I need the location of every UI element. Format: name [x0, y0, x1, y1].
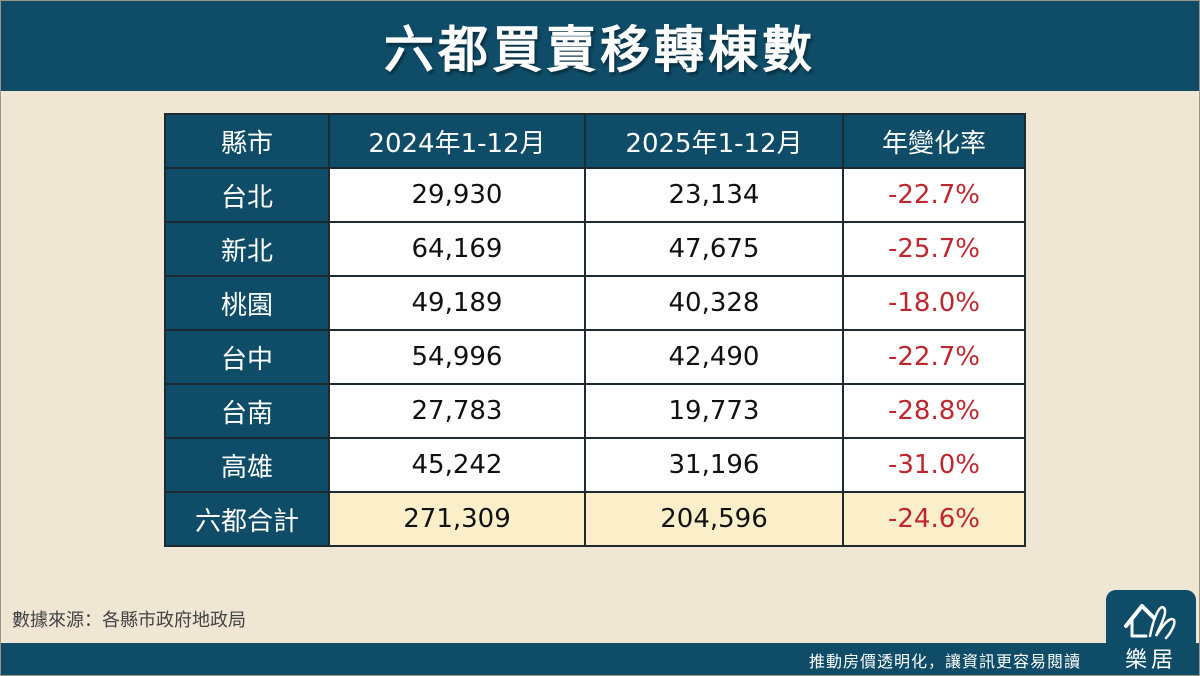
title-banner: 六都買賣移轉棟數: [1, 1, 1199, 91]
city-cell: 台中: [164, 329, 330, 385]
city-cell: 台北: [164, 167, 330, 223]
change-cell: -18.0%: [842, 275, 1026, 331]
header-2025: 2025年1-12月: [584, 113, 844, 169]
table-row: 高雄 45,242 31,196 -31.0%: [164, 437, 1026, 493]
header-city: 縣市: [164, 113, 330, 169]
brand-logo: 樂居: [1106, 590, 1196, 674]
value-2025-cell: 19,773: [584, 383, 844, 439]
page-title: 六都買賣移轉棟數: [384, 21, 816, 79]
change-cell: -22.7%: [842, 167, 1026, 223]
total-2024-cell: 271,309: [328, 491, 586, 547]
value-2025-cell: 31,196: [584, 437, 844, 493]
brand-name: 樂居: [1124, 648, 1177, 673]
table-row: 台北 29,930 23,134 -22.7%: [164, 167, 1026, 223]
city-cell: 高雄: [164, 437, 330, 493]
change-cell: -31.0%: [842, 437, 1026, 493]
change-cell: -28.8%: [842, 383, 1026, 439]
table-row: 台南 27,783 19,773 -28.8%: [164, 383, 1026, 439]
footer-slogan: 推動房價透明化，讓資訊更容易閱讀: [808, 652, 1081, 671]
value-2024-cell: 27,783: [328, 383, 586, 439]
header-2024: 2024年1-12月: [328, 113, 586, 169]
total-row: 六都合計 271,309 204,596 -24.6%: [164, 491, 1026, 547]
footer-bar: 推動房價透明化，讓資訊更容易閱讀: [1, 643, 1199, 675]
value-2024-cell: 45,242: [328, 437, 586, 493]
value-2025-cell: 42,490: [584, 329, 844, 385]
value-2024-cell: 64,169: [328, 221, 586, 277]
total-change-cell: -24.6%: [842, 491, 1026, 547]
transfer-table: 縣市 2024年1-12月 2025年1-12月 年變化率 台北 29,930 …: [164, 113, 1026, 547]
total-2025-cell: 204,596: [584, 491, 844, 547]
table-row: 台中 54,996 42,490 -22.7%: [164, 329, 1026, 385]
change-cell: -22.7%: [842, 329, 1026, 385]
value-2024-cell: 54,996: [328, 329, 586, 385]
city-cell: 桃園: [164, 275, 330, 331]
value-2024-cell: 29,930: [328, 167, 586, 223]
house-signature-icon: [1124, 604, 1176, 640]
value-2024-cell: 49,189: [328, 275, 586, 331]
value-2025-cell: 23,134: [584, 167, 844, 223]
header-change: 年變化率: [842, 113, 1026, 169]
city-cell: 台南: [164, 383, 330, 439]
city-cell: 新北: [164, 221, 330, 277]
table-header-row: 縣市 2024年1-12月 2025年1-12月 年變化率: [164, 113, 1026, 169]
table-row: 新北 64,169 47,675 -25.7%: [164, 221, 1026, 277]
change-cell: -25.7%: [842, 221, 1026, 277]
data-source-note: 數據來源：各縣市政府地政局: [12, 610, 246, 631]
table-row: 桃園 49,189 40,328 -18.0%: [164, 275, 1026, 331]
value-2025-cell: 40,328: [584, 275, 844, 331]
value-2025-cell: 47,675: [584, 221, 844, 277]
total-label-cell: 六都合計: [164, 491, 330, 547]
